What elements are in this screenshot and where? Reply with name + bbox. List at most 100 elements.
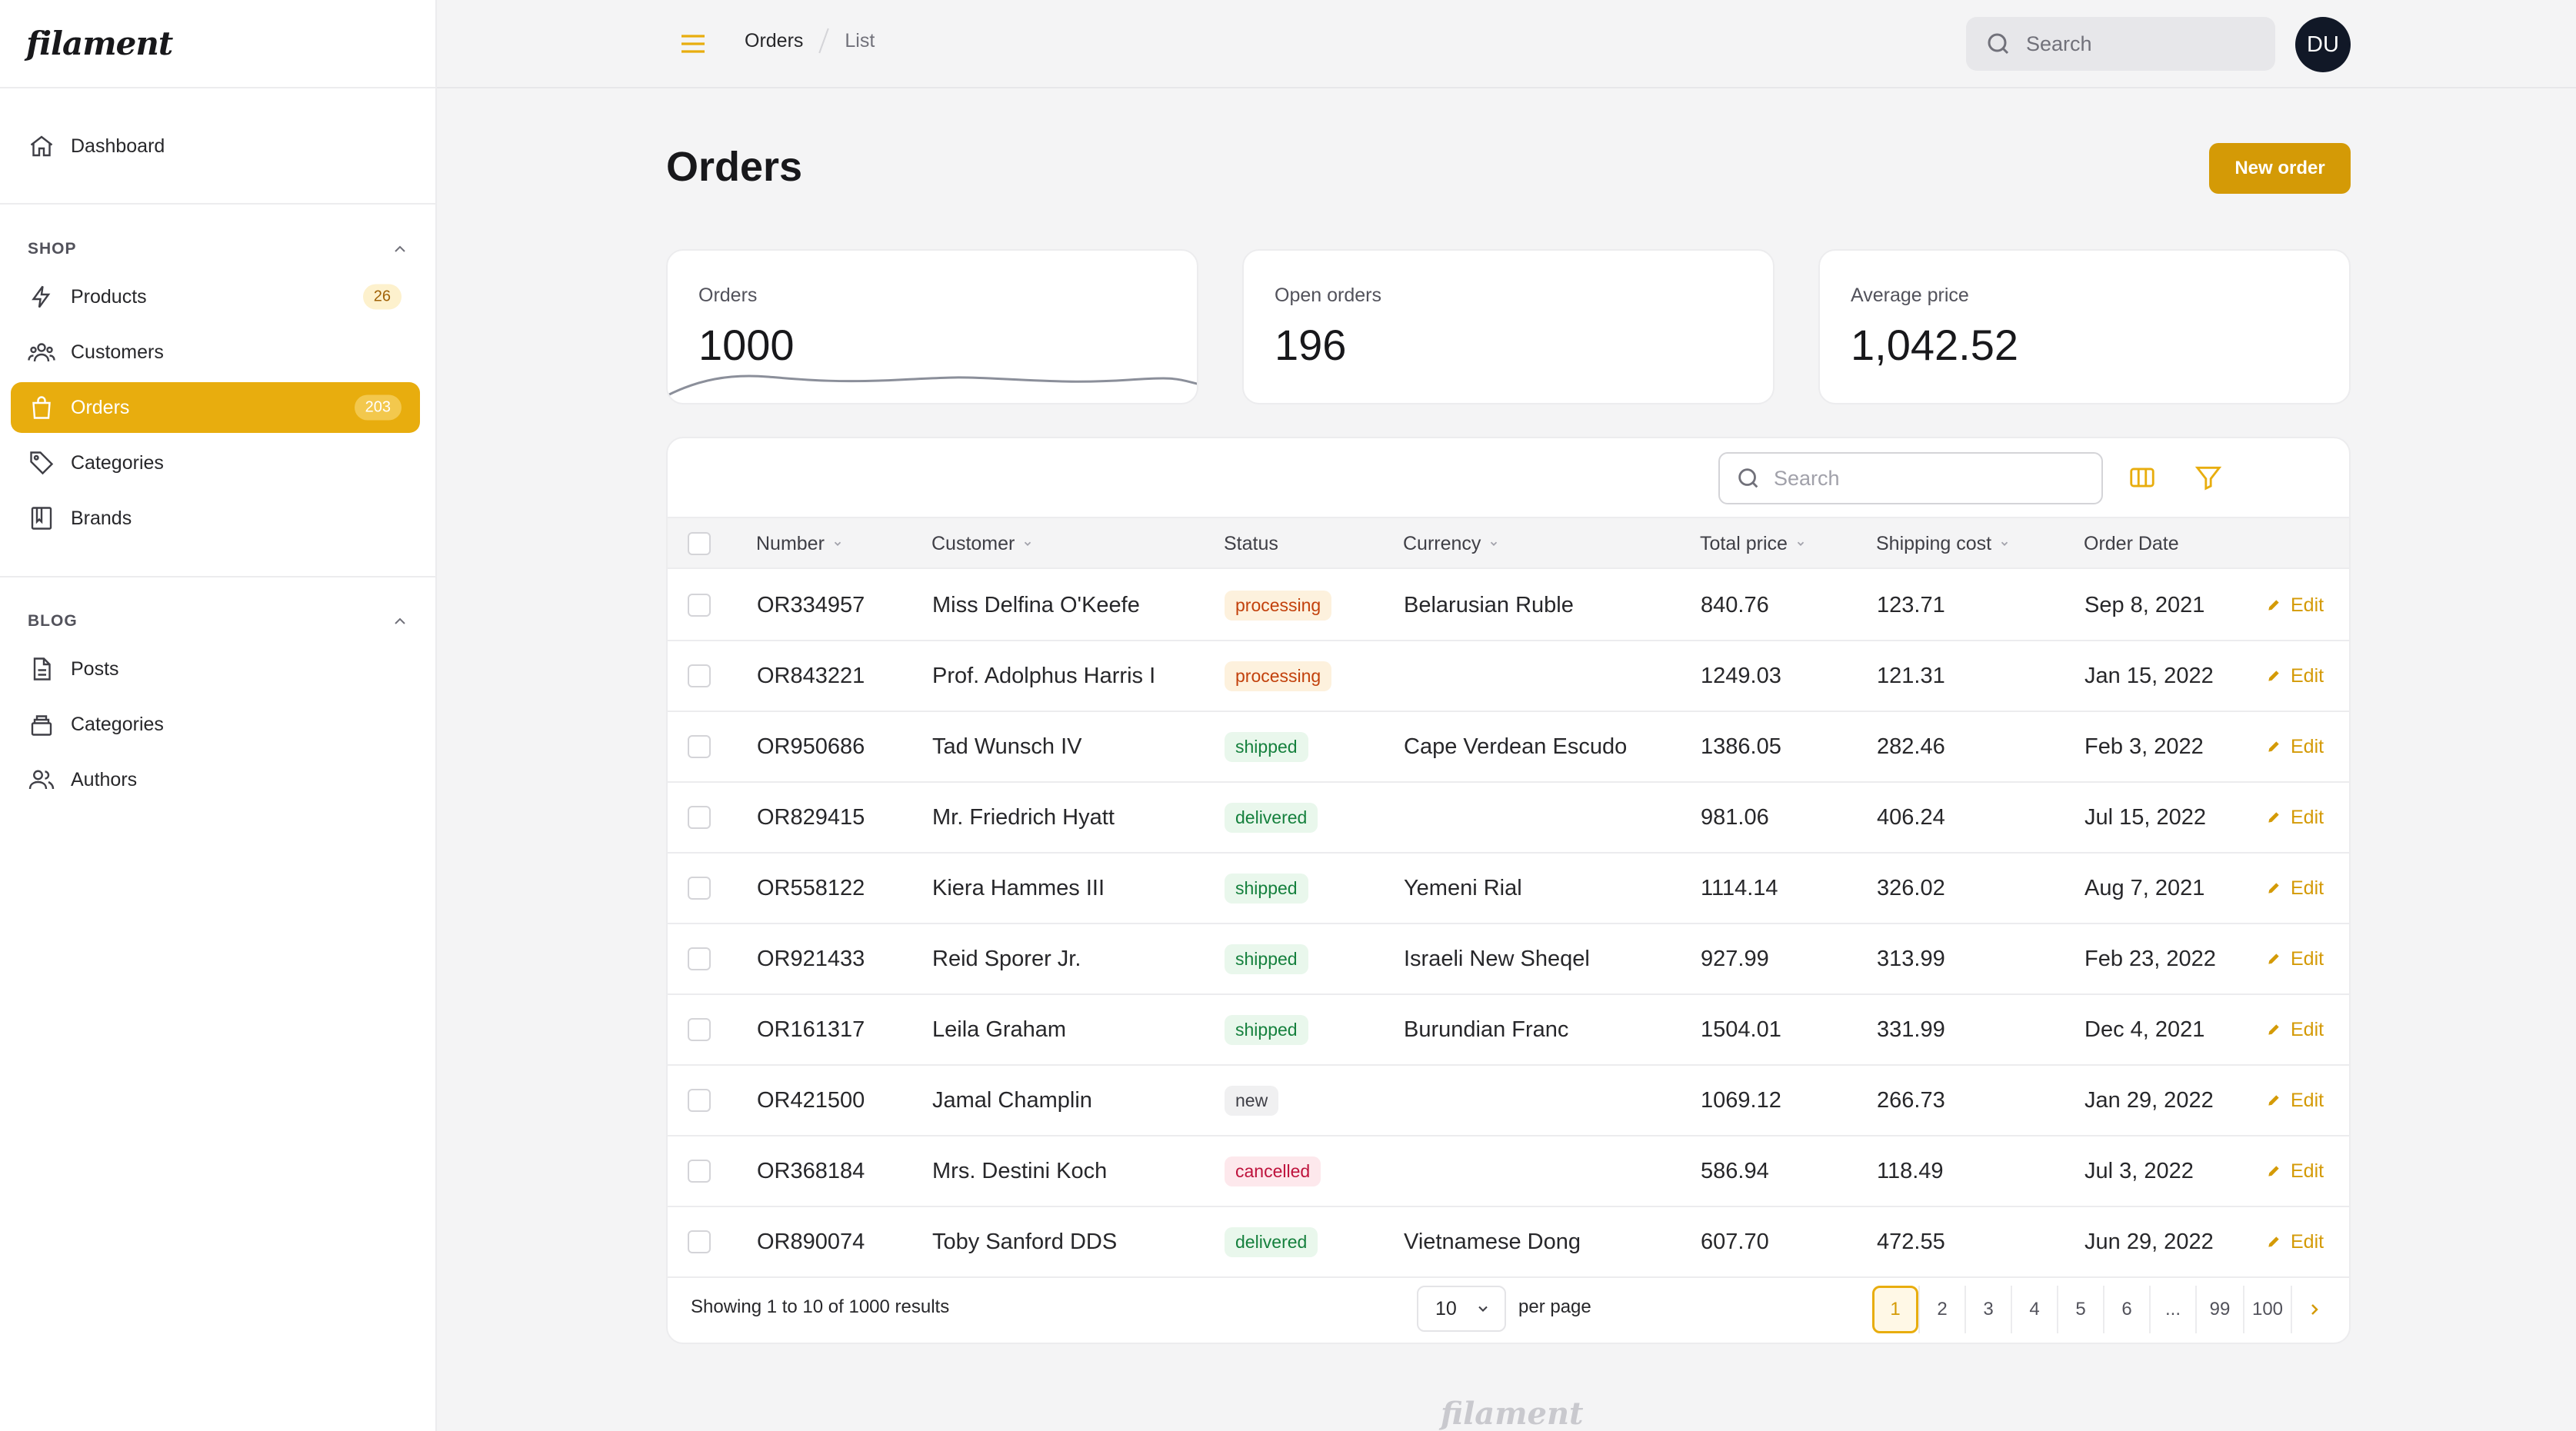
- row-checkbox[interactable]: [688, 806, 711, 829]
- table-row[interactable]: OR829415 Mr. Friedrich Hyatt delivered 981.…: [668, 783, 2349, 854]
- edit-action[interactable]: Edit: [2266, 1066, 2324, 1135]
- status-badge: shipped: [1225, 873, 1308, 904]
- sidebar-item-posts[interactable]: Posts: [11, 644, 420, 694]
- table-row[interactable]: OR421500 Jamal Champlin new 1069.12 266.73 Ja…: [668, 1066, 2349, 1136]
- sidebar-item-blog-categories[interactable]: Categories: [11, 699, 420, 750]
- table-row[interactable]: OR921433 Reid Sporer Jr. shipped Israeli Ne…: [668, 924, 2349, 995]
- customer-name: Reid Sporer Jr.: [932, 946, 1081, 971]
- breadcrumb-item-orders[interactable]: Orders: [745, 29, 804, 52]
- edit-action[interactable]: Edit: [2266, 1207, 2324, 1276]
- currency: Vietnamese Dong: [1404, 1229, 1581, 1254]
- sidebar-item-label: Products: [71, 285, 147, 308]
- table-search[interactable]: [1718, 452, 2103, 504]
- stat-card-average-price: Average price 1,042.52: [1818, 249, 2351, 404]
- cell-total-price: 1114.14: [1701, 854, 1778, 923]
- cell-currency: Burundian Franc: [1404, 995, 1568, 1064]
- total-price: 1114.14: [1701, 875, 1778, 900]
- edit-action[interactable]: Edit: [2266, 712, 2324, 781]
- table-row[interactable]: OR843221 Prof. Adolphus Harris I processin…: [668, 641, 2349, 712]
- row-checkbox[interactable]: [688, 1089, 711, 1112]
- column-header-number[interactable]: Number: [756, 518, 843, 569]
- page-button[interactable]: 5: [2057, 1286, 2103, 1333]
- search-icon: [1988, 33, 2009, 55]
- row-checkbox[interactable]: [688, 877, 711, 900]
- cell-shipping-cost: 326.02: [1877, 854, 1945, 923]
- row-checkbox[interactable]: [688, 664, 711, 687]
- table-row[interactable]: OR334957 Miss Delfina O'Keefe processing Be…: [668, 571, 2349, 641]
- sidebar-item-orders[interactable]: Orders 203: [11, 382, 420, 433]
- edit-action[interactable]: Edit: [2266, 924, 2324, 993]
- cell-status-badge: shipped: [1225, 854, 1308, 923]
- table-row[interactable]: OR368184 Mrs. Destini Koch cancelled 586.94…: [668, 1136, 2349, 1207]
- sidebar-item-label: Orders: [71, 396, 130, 418]
- edit-action[interactable]: Edit: [2266, 1136, 2324, 1206]
- page-button[interactable]: 2: [1918, 1286, 1964, 1333]
- filter-icon[interactable]: [2194, 463, 2223, 492]
- row-checkbox[interactable]: [688, 1018, 711, 1041]
- row-checkbox[interactable]: [688, 1160, 711, 1183]
- edit-action[interactable]: Edit: [2266, 641, 2324, 711]
- edit-action[interactable]: Edit: [2266, 783, 2324, 852]
- status-badge: processing: [1225, 661, 1332, 691]
- avatar[interactable]: DU: [2295, 17, 2351, 72]
- sidebar-item-categories[interactable]: Categories: [11, 438, 420, 488]
- table-row[interactable]: OR890074 Toby Sanford DDS delivered Vietnam…: [668, 1207, 2349, 1278]
- sidebar-group-blog[interactable]: BLOG: [28, 606, 409, 637]
- table-search-input[interactable]: [1774, 466, 2066, 491]
- page-button[interactable]: 100: [2243, 1286, 2291, 1333]
- cell-status-badge: processing: [1225, 641, 1332, 711]
- status-badge: processing: [1225, 590, 1332, 621]
- per-page-select[interactable]: 10: [1417, 1286, 1506, 1332]
- sidebar-item-authors[interactable]: Authors: [11, 754, 420, 805]
- sidebar-item-dashboard[interactable]: Dashboard: [11, 121, 420, 171]
- cell-order-number: OR829415: [757, 783, 865, 852]
- status-badge: delivered: [1225, 802, 1318, 833]
- cell-total-price: 927.99: [1701, 924, 1769, 993]
- page-button[interactable]: 4: [2011, 1286, 2057, 1333]
- page-button[interactable]: 99: [2195, 1286, 2243, 1333]
- page-button[interactable]: 6: [2103, 1286, 2149, 1333]
- table-row[interactable]: OR558122 Kiera Hammes III shipped Yemeni Ri…: [668, 854, 2349, 924]
- sidebar-item-customers[interactable]: Customers: [11, 327, 420, 378]
- edit-action[interactable]: Edit: [2266, 854, 2324, 923]
- status-badge: shipped: [1225, 943, 1308, 974]
- column-header-currency[interactable]: Currency: [1403, 518, 1499, 569]
- next-page-button[interactable]: [2291, 1286, 2337, 1333]
- global-search[interactable]: [1966, 17, 2275, 71]
- sidebar-item-brands[interactable]: Brands: [11, 493, 420, 544]
- brand-logo[interactable]: filament: [26, 25, 173, 62]
- select-all-checkbox[interactable]: [688, 532, 711, 555]
- chevron-up-icon[interactable]: [391, 612, 409, 631]
- column-header-total-price[interactable]: Total price: [1700, 518, 1806, 569]
- cell-shipping-cost: 118.49: [1877, 1136, 1944, 1206]
- global-search-input[interactable]: [2026, 32, 2257, 56]
- new-order-button[interactable]: New order: [2209, 143, 2351, 194]
- row-checkbox[interactable]: [688, 735, 711, 758]
- chevron-up-icon[interactable]: [391, 240, 409, 258]
- page-button[interactable]: 3: [1964, 1286, 2011, 1333]
- edit-action[interactable]: Edit: [2266, 571, 2324, 640]
- row-checkbox[interactable]: [688, 1230, 711, 1253]
- sidebar-header: filament: [0, 0, 435, 88]
- pagination: 1 2 3 4 5 6... 99 100: [1872, 1286, 2337, 1333]
- order-date: Feb 23, 2022: [2084, 946, 2216, 971]
- stack-icon: [31, 715, 52, 736]
- menu-icon[interactable]: [678, 28, 708, 59]
- pencil-icon: [2268, 883, 2279, 894]
- sidebar-group-shop[interactable]: SHOP: [28, 234, 409, 265]
- row-checkbox[interactable]: [688, 594, 711, 617]
- columns-icon[interactable]: [2128, 463, 2157, 492]
- column-header-shipping-cost[interactable]: Shipping cost: [1876, 518, 2010, 569]
- table-row[interactable]: OR950686 Tad Wunsch IV shipped Cape Verdean…: [668, 712, 2349, 783]
- column-header-customer[interactable]: Customer: [931, 518, 1033, 569]
- column-label: Total price: [1700, 532, 1788, 554]
- edit-action[interactable]: Edit: [2266, 995, 2324, 1064]
- table-row[interactable]: OR161317 Leila Graham shipped Burundian Fra…: [668, 995, 2349, 1066]
- page-button[interactable]: 1: [1872, 1286, 1918, 1333]
- results-summary: Showing 1 to 10 of 1000 results: [691, 1296, 950, 1317]
- search-icon: [1738, 468, 1758, 488]
- sidebar-item-products[interactable]: Products 26: [11, 271, 420, 322]
- status-badge: cancelled: [1225, 1156, 1321, 1186]
- total-price: 840.76: [1701, 592, 1769, 617]
- row-checkbox[interactable]: [688, 947, 711, 970]
